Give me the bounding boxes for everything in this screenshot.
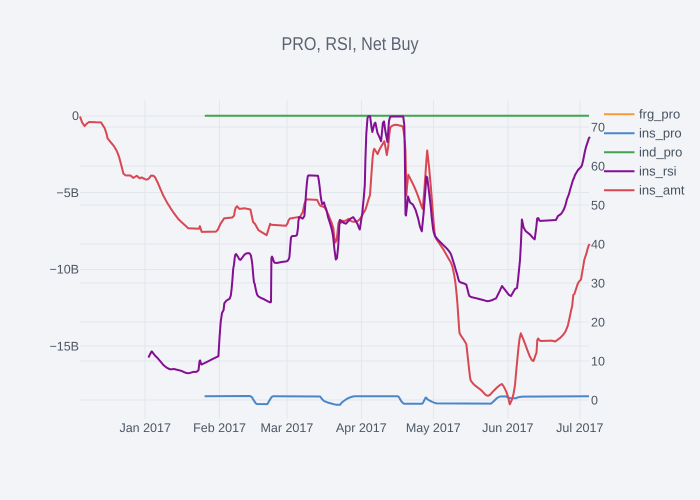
- svg-text:ins_amt: ins_amt: [639, 183, 685, 198]
- svg-text:ind_pro: ind_pro: [639, 145, 682, 160]
- svg-text:ins_rsi: ins_rsi: [639, 164, 677, 179]
- svg-text:−15B: −15B: [49, 339, 79, 353]
- svg-text:−10B: −10B: [49, 263, 79, 277]
- svg-text:ins_pro: ins_pro: [639, 126, 682, 141]
- svg-text:30: 30: [591, 276, 605, 290]
- svg-text:20: 20: [591, 315, 605, 329]
- svg-text:Apr 2017: Apr 2017: [336, 421, 387, 435]
- svg-text:−5B: −5B: [56, 186, 79, 200]
- svg-text:0: 0: [591, 393, 598, 407]
- svg-text:40: 40: [591, 237, 605, 251]
- svg-text:70: 70: [591, 120, 605, 134]
- svg-text:Jun 2017: Jun 2017: [482, 421, 533, 435]
- svg-text:60: 60: [591, 159, 605, 173]
- svg-text:PRO, RSI, Net Buy: PRO, RSI, Net Buy: [282, 33, 420, 54]
- svg-text:Mar 2017: Mar 2017: [260, 421, 313, 435]
- svg-text:Jan 2017: Jan 2017: [119, 421, 170, 435]
- svg-text:Feb 2017: Feb 2017: [193, 421, 246, 435]
- svg-text:50: 50: [591, 198, 605, 212]
- svg-text:0: 0: [72, 109, 79, 123]
- svg-text:frg_pro: frg_pro: [639, 107, 680, 122]
- svg-text:10: 10: [591, 354, 605, 368]
- svg-text:May 2017: May 2017: [406, 421, 461, 435]
- svg-text:Jul 2017: Jul 2017: [556, 421, 603, 435]
